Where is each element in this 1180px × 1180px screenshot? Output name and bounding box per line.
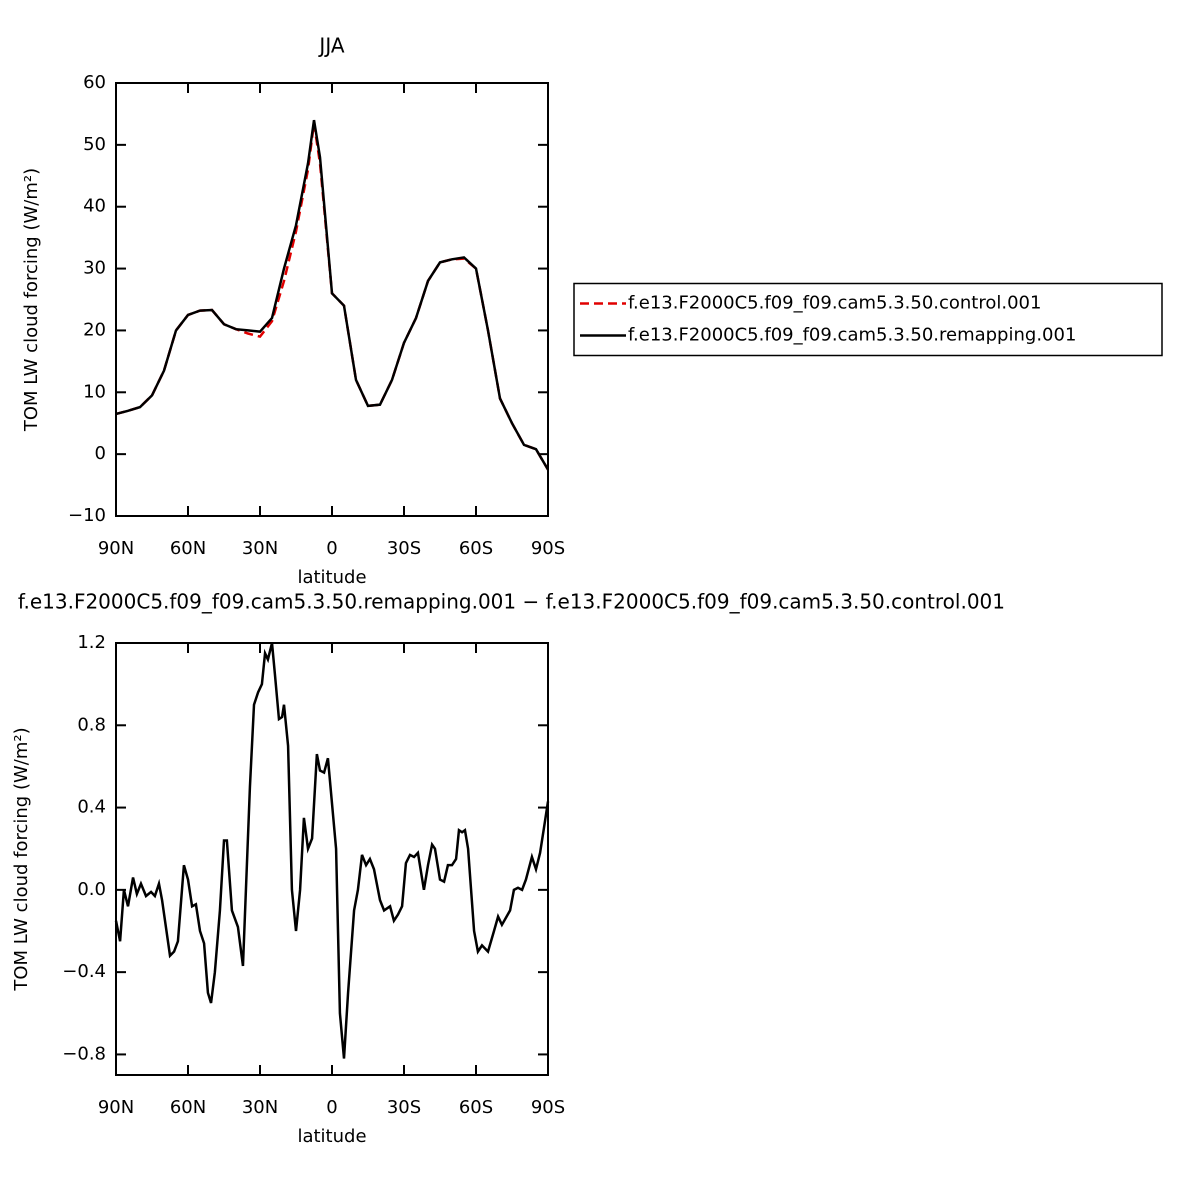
x-tick-label: 90S — [531, 1097, 565, 1118]
data-line — [115, 119, 550, 471]
y-axis-label: TOM LW cloud forcing (W/m²) — [11, 727, 32, 991]
y-tick-label: −0.8 — [62, 1043, 106, 1064]
x-tick-label: 90N — [98, 1097, 134, 1118]
x-tick-label: 0 — [326, 1097, 337, 1118]
y-tick-label: 60 — [83, 72, 106, 93]
y-tick-label: 50 — [83, 134, 106, 155]
x-tick-label: 30S — [387, 1097, 421, 1118]
x-tick-label: 60S — [459, 1097, 493, 1118]
plot-frame — [115, 642, 549, 1076]
legend-box — [573, 282, 1163, 357]
x-tick-label: 30N — [242, 1097, 278, 1118]
legend-label: f.e13.F2000C5.f09_f09.cam5.3.50.control.… — [628, 293, 1041, 314]
y-tick-label: 0.0 — [77, 879, 106, 900]
y-tick-label: 10 — [83, 381, 106, 402]
y-tick-label: 20 — [83, 319, 106, 340]
x-tick-label: 90S — [531, 538, 565, 559]
x-tick-label: 60N — [170, 538, 206, 559]
y-tick-label: 0 — [95, 443, 106, 464]
y-tick-label: 0.8 — [77, 714, 106, 735]
y-tick-label: −10 — [68, 505, 106, 526]
data-line — [114, 642, 550, 1059]
chart-title: f.e13.F2000C5.f09_f09.cam5.3.50.remappin… — [18, 590, 1005, 614]
x-tick-label: 60S — [459, 538, 493, 559]
chart-title: JJA — [317, 34, 344, 58]
legend-label: f.e13.F2000C5.f09_f09.cam5.3.50.remappin… — [628, 325, 1076, 346]
x-tick-label: 30N — [242, 538, 278, 559]
x-tick-label: 0 — [326, 538, 337, 559]
x-tick-label: 60N — [170, 1097, 206, 1118]
y-tick-label: 0.4 — [77, 797, 106, 818]
x-tick-label: 30S — [387, 538, 421, 559]
y-tick-label: 30 — [83, 258, 106, 279]
plot-frame — [115, 82, 549, 517]
y-tick-label: 1.2 — [77, 632, 106, 653]
x-tick-label: 90N — [98, 538, 134, 559]
x-axis-label: latitude — [297, 1126, 366, 1147]
y-tick-label: −0.4 — [62, 961, 106, 982]
y-tick-label: 40 — [83, 196, 106, 217]
x-axis-label: latitude — [297, 567, 366, 588]
y-axis-label: TOM LW cloud forcing (W/m²) — [21, 168, 42, 432]
data-line — [115, 123, 550, 471]
